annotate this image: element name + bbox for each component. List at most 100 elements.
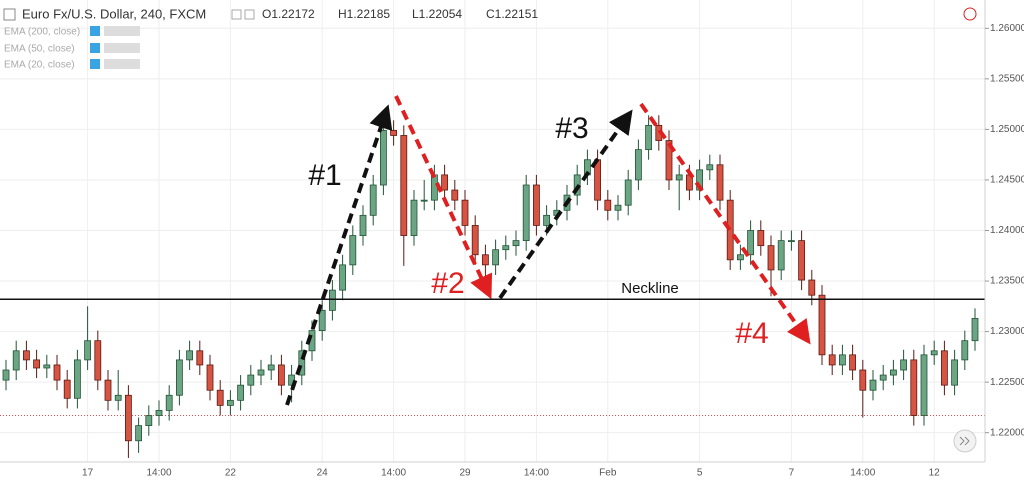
x-tick-label: 14:00 xyxy=(524,468,549,479)
candle-body xyxy=(604,199,612,211)
scroll-button[interactable] xyxy=(953,429,977,453)
y-tick-label: 1.23500 xyxy=(990,276,1024,287)
y-tick-label: 1.25000 xyxy=(990,124,1024,135)
candle-body xyxy=(43,364,51,369)
y-tick-label: 1.24000 xyxy=(990,225,1024,236)
candle-body xyxy=(747,230,754,256)
candle-body xyxy=(63,379,71,399)
x-tick-label: 17 xyxy=(82,468,94,479)
candle-body xyxy=(645,124,652,151)
candle-body xyxy=(930,350,938,356)
candle-body xyxy=(349,235,357,266)
x-tick-label: 12 xyxy=(929,468,941,479)
candle-body xyxy=(533,184,540,226)
candle-body xyxy=(675,174,683,181)
ohlc: O1.22172 xyxy=(262,7,315,21)
icon[interactable] xyxy=(104,26,140,36)
candle-body xyxy=(237,384,245,401)
icon xyxy=(3,8,16,21)
x-tick-label: 7 xyxy=(789,468,795,479)
grid xyxy=(0,0,985,462)
candle-body xyxy=(451,189,459,201)
candle-body xyxy=(961,340,969,361)
x-tick-label: 5 xyxy=(697,468,703,479)
candle-body xyxy=(798,240,805,281)
candle-body xyxy=(12,350,20,371)
axes: 1.22000 1.22500 1.23000 1.23500 1.24000 1.245… xyxy=(82,23,1024,479)
annotation: #1 xyxy=(308,159,341,192)
candle-body xyxy=(665,140,673,181)
ohlc: L1.22054 xyxy=(412,7,462,21)
indicator: EMA (50, close) xyxy=(4,44,75,55)
y-tick-label: 1.25500 xyxy=(990,73,1024,84)
candle-body xyxy=(635,149,642,181)
candle-body xyxy=(196,350,204,366)
candle-body xyxy=(94,340,102,381)
annotations: Neckline #1 #2 #3 #4 xyxy=(0,112,985,350)
candle-body xyxy=(808,279,816,296)
candle-body xyxy=(777,240,785,271)
candle-body xyxy=(767,245,775,271)
x-tick-label: 14:00 xyxy=(381,468,406,479)
candle-body xyxy=(226,399,234,406)
candle-body xyxy=(910,359,918,416)
candle-body xyxy=(543,214,550,226)
candle-body xyxy=(849,354,856,371)
candle-body xyxy=(941,350,948,386)
symbol: Euro Fx/U.S. Dollar, 240, FXCM xyxy=(22,6,206,21)
candle-body xyxy=(33,359,40,369)
annotation: #2 xyxy=(431,267,464,300)
candle-body xyxy=(890,369,897,376)
y-tick-label: 1.24500 xyxy=(990,175,1024,186)
indicator: EMA (200, close) xyxy=(4,27,80,38)
candle-body xyxy=(257,369,265,376)
price-axis xyxy=(985,0,1024,480)
candle-body xyxy=(502,245,510,251)
neckline-label: Neckline xyxy=(621,280,679,297)
icon[interactable] xyxy=(90,26,100,36)
x-tick-label: 22 xyxy=(225,468,237,479)
candle-body xyxy=(206,364,214,391)
icon xyxy=(231,9,242,20)
x-tick-label: 29 xyxy=(459,468,471,479)
candle-body xyxy=(512,240,520,247)
candle-body xyxy=(155,410,163,416)
arrow xyxy=(498,109,633,300)
candle-body xyxy=(328,289,336,311)
candle-body xyxy=(267,364,275,371)
candle-body xyxy=(390,130,398,136)
x-tick-label: 24 xyxy=(317,468,329,479)
plot xyxy=(2,115,979,458)
candle-body xyxy=(339,264,347,291)
candle-body xyxy=(828,354,836,366)
candle-body xyxy=(788,240,795,243)
y-tick-label: 1.22000 xyxy=(990,427,1024,438)
candle-body xyxy=(165,394,173,411)
candle-body xyxy=(624,179,632,206)
annotation: #4 xyxy=(735,317,768,350)
candle-body xyxy=(951,359,958,386)
candle-body xyxy=(379,130,387,186)
candle-body xyxy=(522,184,530,242)
candle-body xyxy=(726,199,734,261)
candle-body xyxy=(430,174,438,201)
candle-body xyxy=(186,350,194,361)
icon[interactable] xyxy=(90,43,100,53)
candle-body xyxy=(247,374,255,386)
ohlc: C1.22151 xyxy=(486,7,538,21)
candle-body xyxy=(84,340,91,361)
candle-body xyxy=(104,379,112,401)
candle-body xyxy=(859,369,867,391)
indicator: EMA (20, close) xyxy=(4,60,75,71)
candle-body xyxy=(706,164,714,171)
candle-body xyxy=(716,164,724,201)
candle-body xyxy=(53,364,61,381)
icon[interactable] xyxy=(90,59,100,69)
candle-body xyxy=(145,415,153,427)
alert-icon[interactable] xyxy=(963,7,977,21)
icon[interactable] xyxy=(104,43,140,53)
x-tick-label: 14:00 xyxy=(146,468,171,479)
icon[interactable] xyxy=(104,59,140,69)
candle-body xyxy=(135,425,143,442)
